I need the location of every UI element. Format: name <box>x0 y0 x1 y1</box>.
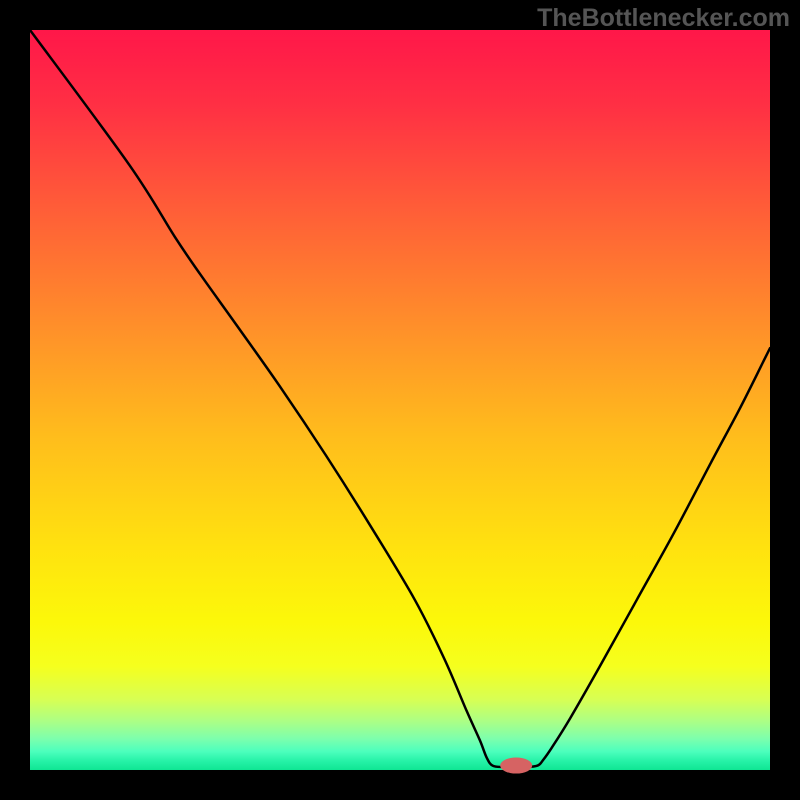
watermark-text: TheBottlenecker.com <box>537 4 790 33</box>
optimal-marker <box>500 758 532 774</box>
bottleneck-chart <box>0 0 800 800</box>
plot-background <box>30 30 770 770</box>
